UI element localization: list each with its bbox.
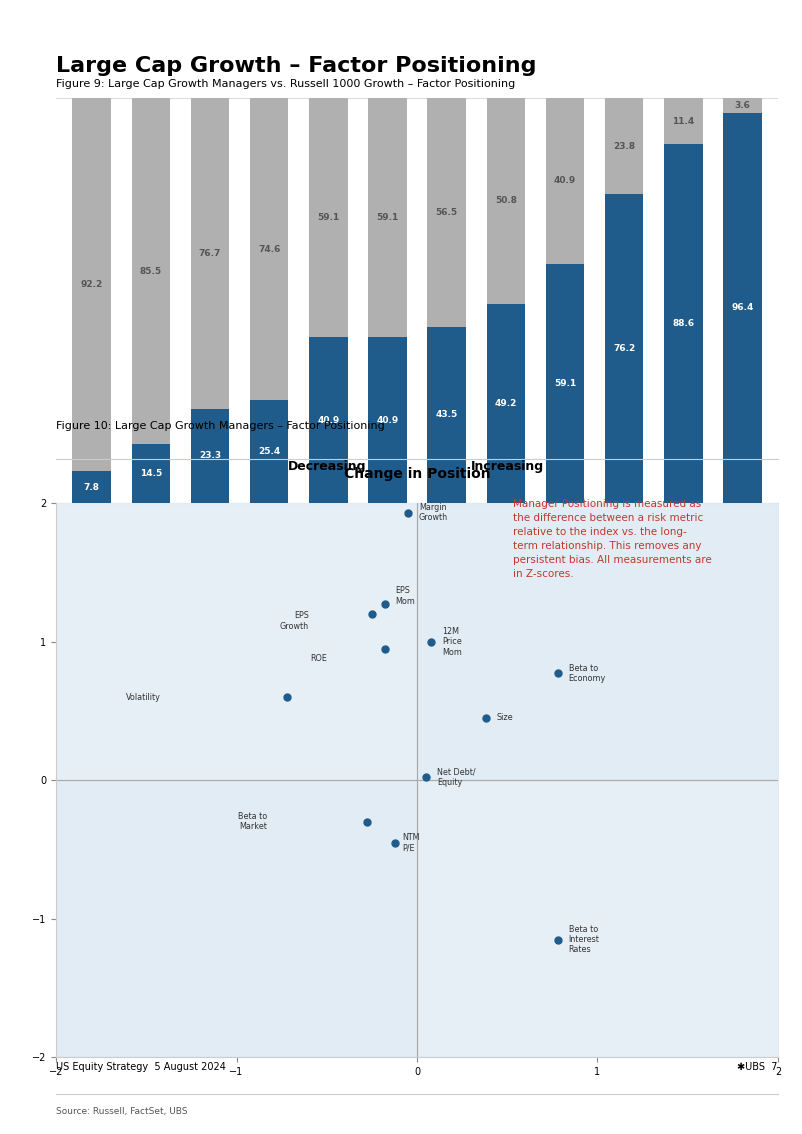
Text: NTM
P/E: NTM P/E (403, 832, 420, 853)
Text: 56.5: 56.5 (435, 208, 458, 217)
Point (551, 665, 564, 683)
Text: Figure 10: Large Cap Growth Managers – Factor Positioning: Figure 10: Large Cap Growth Managers – F… (56, 421, 385, 431)
Text: 50.8: 50.8 (495, 196, 516, 205)
Bar (664, 144, 703, 503)
Bar (723, 112, 762, 503)
Bar (545, 263, 584, 503)
Point (389, 833, 402, 852)
Text: ✱UBS  7: ✱UBS 7 (738, 1061, 778, 1072)
Bar (605, 194, 643, 503)
Text: 23.8: 23.8 (613, 142, 635, 151)
Text: 40.9: 40.9 (317, 416, 339, 425)
Point (360, 813, 373, 831)
Bar (72, 472, 111, 503)
Text: Beta to
Economy: Beta to Economy (569, 663, 606, 683)
Text: Source: Russell, Refinitiv, FactSet, UBS.: Source: Russell, Refinitiv, FactSet, UBS… (56, 592, 233, 601)
Point (419, 769, 432, 787)
Text: Figure 9: Large Cap Growth Managers vs. Russell 1000 Growth – Factor Positioning: Figure 9: Large Cap Growth Managers vs. … (56, 79, 516, 88)
Text: Decreasing: Decreasing (288, 459, 366, 473)
Text: Volatility: Volatility (126, 693, 160, 702)
Bar (487, 304, 525, 503)
Text: Manager Positioning is measured as
the difference between a risk metric
relative: Manager Positioning is measured as the d… (513, 499, 712, 579)
Text: 88.6: 88.6 (672, 319, 695, 328)
Text: 40.9: 40.9 (376, 416, 399, 425)
Text: 96.4: 96.4 (731, 303, 754, 312)
Text: EPS
Growth: EPS Growth (280, 611, 309, 631)
Point (402, 503, 415, 522)
Text: 3.6: 3.6 (735, 101, 751, 110)
Bar (487, 98, 525, 304)
Bar (605, 98, 643, 194)
Bar (427, 327, 466, 503)
Bar (72, 98, 111, 472)
Bar (723, 98, 762, 112)
Text: 23.3: 23.3 (199, 451, 221, 460)
Text: EPS
Mom: EPS Mom (395, 586, 415, 606)
Text: 59.1: 59.1 (376, 213, 399, 222)
Bar (132, 98, 170, 445)
Text: 25.4: 25.4 (258, 447, 280, 456)
Text: 14.5: 14.5 (140, 469, 162, 479)
Bar (309, 98, 347, 338)
Text: 76.7: 76.7 (199, 248, 221, 257)
Text: Increasing: Increasing (471, 459, 544, 473)
Text: 76.2: 76.2 (613, 345, 635, 353)
Bar (250, 98, 289, 400)
Text: Beta to
Interest
Rates: Beta to Interest Rates (569, 924, 599, 955)
Text: Source: Russell, FactSet, UBS: Source: Russell, FactSet, UBS (56, 1107, 188, 1116)
Text: 11.4: 11.4 (672, 117, 695, 126)
Text: 59.1: 59.1 (317, 213, 339, 222)
Point (378, 640, 391, 658)
Text: 12M
Price
Mom: 12M Price Mom (442, 627, 462, 657)
Bar (309, 338, 347, 503)
Text: 74.6: 74.6 (258, 245, 281, 254)
Bar (191, 408, 229, 503)
Point (378, 595, 391, 613)
Bar (545, 98, 584, 263)
Text: 43.5: 43.5 (435, 411, 458, 420)
Text: Large Cap Growth – Factor Positioning: Large Cap Growth – Factor Positioning (56, 56, 537, 76)
Point (425, 633, 438, 651)
Bar (250, 400, 289, 503)
Text: 40.9: 40.9 (554, 176, 576, 185)
Point (551, 931, 564, 949)
Bar (191, 98, 229, 408)
Text: Size: Size (496, 713, 513, 722)
Text: Margin
Growth: Margin Growth (419, 503, 448, 523)
Text: 59.1: 59.1 (554, 379, 576, 388)
Text: Net Debt/
Equity: Net Debt/ Equity (437, 768, 476, 787)
Bar (368, 98, 407, 338)
Bar (368, 338, 407, 503)
Text: 85.5: 85.5 (140, 266, 162, 276)
Point (366, 604, 379, 623)
Text: 7.8: 7.8 (83, 483, 99, 492)
Text: 92.2: 92.2 (80, 280, 103, 289)
Text: ROE: ROE (310, 653, 326, 662)
Point (479, 709, 492, 727)
Text: Beta to
Market: Beta to Market (238, 812, 267, 831)
Bar (132, 445, 170, 503)
Point (281, 688, 294, 706)
Text: US Equity Strategy  5 August 2024: US Equity Strategy 5 August 2024 (56, 1061, 226, 1072)
Bar (664, 98, 703, 144)
Bar (427, 98, 466, 327)
Title: Change in Position: Change in Position (344, 467, 490, 481)
Text: 49.2: 49.2 (495, 399, 517, 408)
